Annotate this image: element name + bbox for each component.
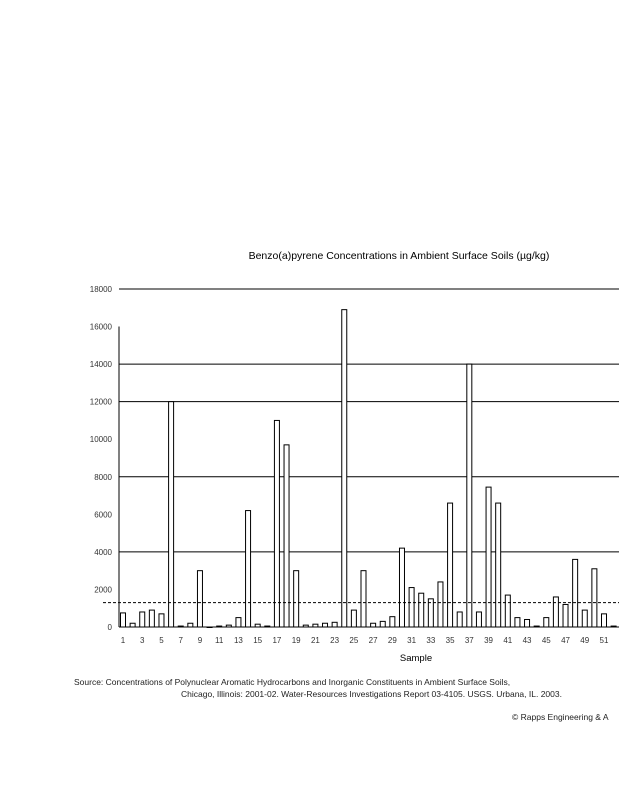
x-tick-label: 47: [561, 636, 570, 645]
bar-sample-10: [206, 626, 213, 628]
bar-sample-20: [302, 624, 309, 628]
source-line-1: Source: Concentrations of Polynuclear Ar…: [74, 677, 511, 687]
x-tick-label: 23: [330, 636, 339, 645]
x-tick-label: 37: [465, 636, 474, 645]
bar-sample-38: [475, 611, 482, 628]
bar-sample-45: [543, 617, 550, 628]
source-line-2: Chicago, Illinois: 2001-02. Water-Resour…: [181, 689, 562, 699]
bar-sample-25: [350, 609, 357, 628]
y-tick-label: 4000: [94, 548, 112, 557]
bar-sample-12: [225, 624, 232, 628]
bar-sample-19: [293, 570, 300, 628]
bar-sample-16: [264, 625, 271, 628]
bar-sample-28: [379, 620, 386, 628]
bar-sample-9: [196, 570, 203, 628]
bar-sample-35: [447, 502, 454, 628]
bar-sample-27: [370, 622, 377, 628]
bar-sample-32: [418, 592, 425, 628]
bar-sample-6: [168, 401, 175, 628]
bar-sample-11: [216, 625, 223, 628]
x-tick-label: 15: [253, 636, 262, 645]
x-axis-label: Sample: [400, 653, 432, 664]
x-tick-label: 49: [580, 636, 589, 645]
copyright: © Rapps Engineering & A: [512, 712, 609, 722]
bar-sample-44: [533, 625, 540, 628]
x-tick-label: 13: [234, 636, 243, 645]
bar-sample-18: [283, 444, 290, 628]
bar-sample-36: [456, 611, 463, 628]
bar-sample-42: [514, 617, 521, 628]
bar-sample-24: [341, 309, 348, 628]
y-tick-label: 8000: [94, 473, 112, 482]
bar-sample-30: [398, 547, 405, 628]
bar-sample-13: [235, 617, 242, 628]
bar-sample-14: [245, 510, 252, 628]
x-tick-label: 51: [600, 636, 609, 645]
bar-sample-51: [601, 613, 607, 628]
x-tick-label: 39: [484, 636, 493, 645]
x-tick-label: 35: [446, 636, 455, 645]
x-tick-label: 17: [272, 636, 281, 645]
bar-sample-21: [312, 623, 319, 628]
x-tick-label: 21: [311, 636, 320, 645]
bar-sample-46: [552, 596, 559, 628]
bar-sample-37: [466, 363, 473, 628]
bar-sample-3: [139, 611, 146, 628]
bar-sample-47: [562, 603, 569, 628]
y-tick-label: 16000: [90, 323, 113, 332]
x-tick-label: 43: [523, 636, 532, 645]
bar-sample-33: [427, 598, 434, 628]
bar-sample-48: [572, 558, 579, 628]
bar-sample-7: [177, 625, 184, 628]
x-tick-label: 27: [369, 636, 378, 645]
x-tick-label: 11: [215, 636, 224, 645]
x-tick-label: 3: [140, 636, 145, 645]
y-tick-label: 18000: [90, 285, 113, 294]
y-tick-label: 14000: [90, 360, 113, 369]
bar-sample-31: [408, 587, 415, 628]
bar-sample-8: [187, 622, 194, 628]
bar-sample-29: [389, 616, 396, 628]
x-tick-label: 19: [292, 636, 301, 645]
y-tick-label: 0: [108, 623, 113, 632]
y-tick-label: 12000: [90, 398, 113, 407]
bar-sample-50: [591, 568, 598, 628]
bar-sample-2: [129, 622, 136, 628]
bar-sample-52: [610, 625, 617, 628]
x-tick-label: 29: [388, 636, 397, 645]
y-tick-label: 10000: [90, 435, 113, 444]
x-tick-label: 9: [198, 636, 203, 645]
bar-sample-40: [495, 502, 502, 628]
bar-sample-15: [254, 623, 261, 628]
bar-sample-1: [120, 612, 126, 628]
bar-sample-49: [581, 609, 588, 628]
x-tick-label: 41: [503, 636, 512, 645]
x-tick-label: 5: [159, 636, 164, 645]
bar-sample-4: [148, 609, 155, 628]
x-tick-label: 33: [426, 636, 435, 645]
bar-sample-34: [437, 581, 444, 628]
bar-sample-17: [273, 419, 280, 628]
bar-sample-22: [322, 622, 329, 628]
chart-title: Benzo(a)pyrene Concentrations in Ambient…: [249, 250, 550, 262]
y-tick-label: 2000: [94, 585, 112, 594]
x-tick-label: 45: [542, 636, 551, 645]
y-tick-label: 6000: [94, 510, 112, 519]
x-tick-label: 7: [178, 636, 183, 645]
x-tick-label: 25: [349, 636, 358, 645]
bar-sample-26: [360, 570, 367, 628]
bar-sample-39: [485, 486, 492, 628]
bar-sample-23: [331, 621, 338, 628]
bar-sample-5: [158, 613, 165, 628]
x-tick-label: 1: [121, 636, 126, 645]
x-tick-label: 31: [407, 636, 416, 645]
bar-sample-41: [504, 594, 511, 628]
bar-sample-43: [524, 618, 531, 628]
